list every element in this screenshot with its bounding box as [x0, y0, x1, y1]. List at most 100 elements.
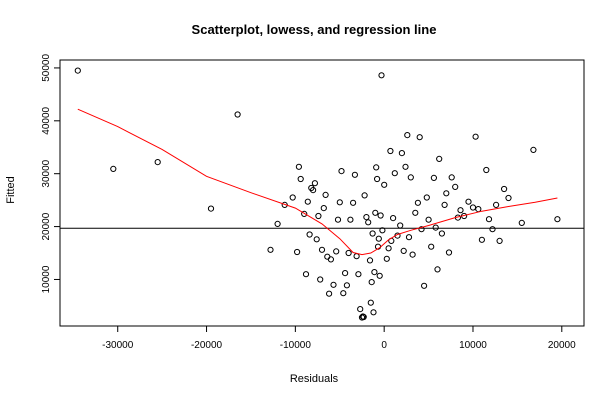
data-point: [327, 256, 334, 263]
chart-title: Scatterplot, lowess, and regression line: [192, 22, 437, 37]
data-point: [478, 236, 485, 243]
data-point: [404, 132, 411, 139]
x-tick-label: -10000: [280, 340, 312, 351]
x-tick-label: 20000: [548, 340, 576, 351]
data-point: [452, 183, 459, 190]
data-point: [432, 224, 439, 231]
data-point: [377, 212, 384, 219]
data-point: [448, 174, 455, 181]
data-point: [355, 271, 362, 278]
data-point: [414, 199, 421, 206]
data-point: [374, 175, 381, 183]
data-point: [110, 165, 117, 172]
data-point: [436, 155, 443, 162]
data-point: [365, 219, 372, 226]
data-point: [438, 230, 445, 237]
data-point: [443, 190, 450, 197]
data-point: [421, 282, 428, 289]
data-point: [402, 163, 409, 170]
y-tick-label: 40000: [41, 106, 52, 134]
data-point: [387, 147, 394, 155]
data-point: [469, 204, 477, 211]
data-point: [416, 134, 423, 141]
x-axis-label: Residuals: [290, 373, 339, 385]
data-point: [372, 209, 379, 216]
data-point: [472, 133, 479, 140]
data-point: [350, 199, 357, 206]
data-point: [342, 270, 349, 277]
data-point: [301, 210, 308, 217]
data-point: [400, 247, 407, 254]
data-point: [302, 271, 310, 278]
data-point: [428, 243, 435, 250]
data-point: [318, 246, 326, 253]
data-point: [425, 216, 432, 223]
data-point: [445, 249, 453, 256]
data-point: [457, 207, 464, 214]
data-point: [369, 230, 376, 237]
data-point: [373, 164, 380, 171]
data-point: [311, 180, 318, 187]
data-point: [363, 214, 370, 221]
data-point: [518, 219, 525, 226]
data-point: [326, 290, 333, 297]
data-point: [289, 194, 296, 201]
data-point: [295, 163, 302, 170]
data-point: [493, 201, 500, 208]
data-point: [376, 272, 383, 279]
data-point: [501, 185, 508, 193]
data-point: [343, 282, 350, 289]
scatter-points: [74, 67, 561, 321]
data-point: [297, 175, 304, 183]
data-point: [347, 216, 354, 223]
plot-frame: [59, 59, 585, 327]
data-point: [340, 290, 347, 297]
data-point: [412, 209, 419, 216]
y-tick-label: 20000: [41, 212, 52, 240]
data-point: [338, 168, 345, 175]
data-point: [505, 194, 512, 202]
y-axis-label: Fitted: [5, 176, 17, 204]
y-tick-label: 10000: [41, 265, 52, 293]
data-point: [409, 251, 416, 258]
data-point: [489, 226, 496, 233]
data-point: [361, 192, 368, 199]
data-point: [430, 174, 437, 181]
data-point: [407, 174, 414, 181]
x-tick-label: -30000: [102, 340, 134, 351]
data-point: [368, 279, 375, 286]
plot-area: [59, 59, 585, 327]
x-tick-label: 0: [381, 340, 387, 351]
data-point: [366, 257, 374, 264]
data-point: [418, 226, 425, 233]
data-point: [334, 216, 342, 223]
fit-lines: [60, 108, 584, 256]
data-point: [398, 150, 405, 157]
data-point: [330, 281, 337, 288]
data-point: [465, 198, 472, 205]
data-point: [306, 231, 313, 238]
data-point: [423, 194, 430, 201]
data-point: [304, 198, 311, 205]
data-point: [405, 234, 413, 241]
x-tick-label: -20000: [191, 340, 223, 351]
y-tick-label: 50000: [41, 54, 52, 82]
data-point: [441, 201, 448, 208]
data-point: [483, 166, 490, 174]
data-point: [434, 266, 441, 273]
y-axis: 10000 20000 30000 40000 50000: [41, 54, 60, 293]
data-point: [274, 220, 281, 227]
data-point: [74, 67, 81, 74]
data-point: [315, 212, 322, 220]
data-point: [154, 159, 161, 166]
data-point: [234, 111, 241, 118]
data-point: [378, 72, 385, 79]
data-point: [267, 246, 274, 253]
data-point: [207, 205, 215, 212]
data-point: [475, 206, 482, 213]
data-point: [353, 253, 360, 260]
data-point: [351, 171, 358, 178]
data-point: [496, 237, 503, 244]
lowess-line: [77, 108, 558, 256]
